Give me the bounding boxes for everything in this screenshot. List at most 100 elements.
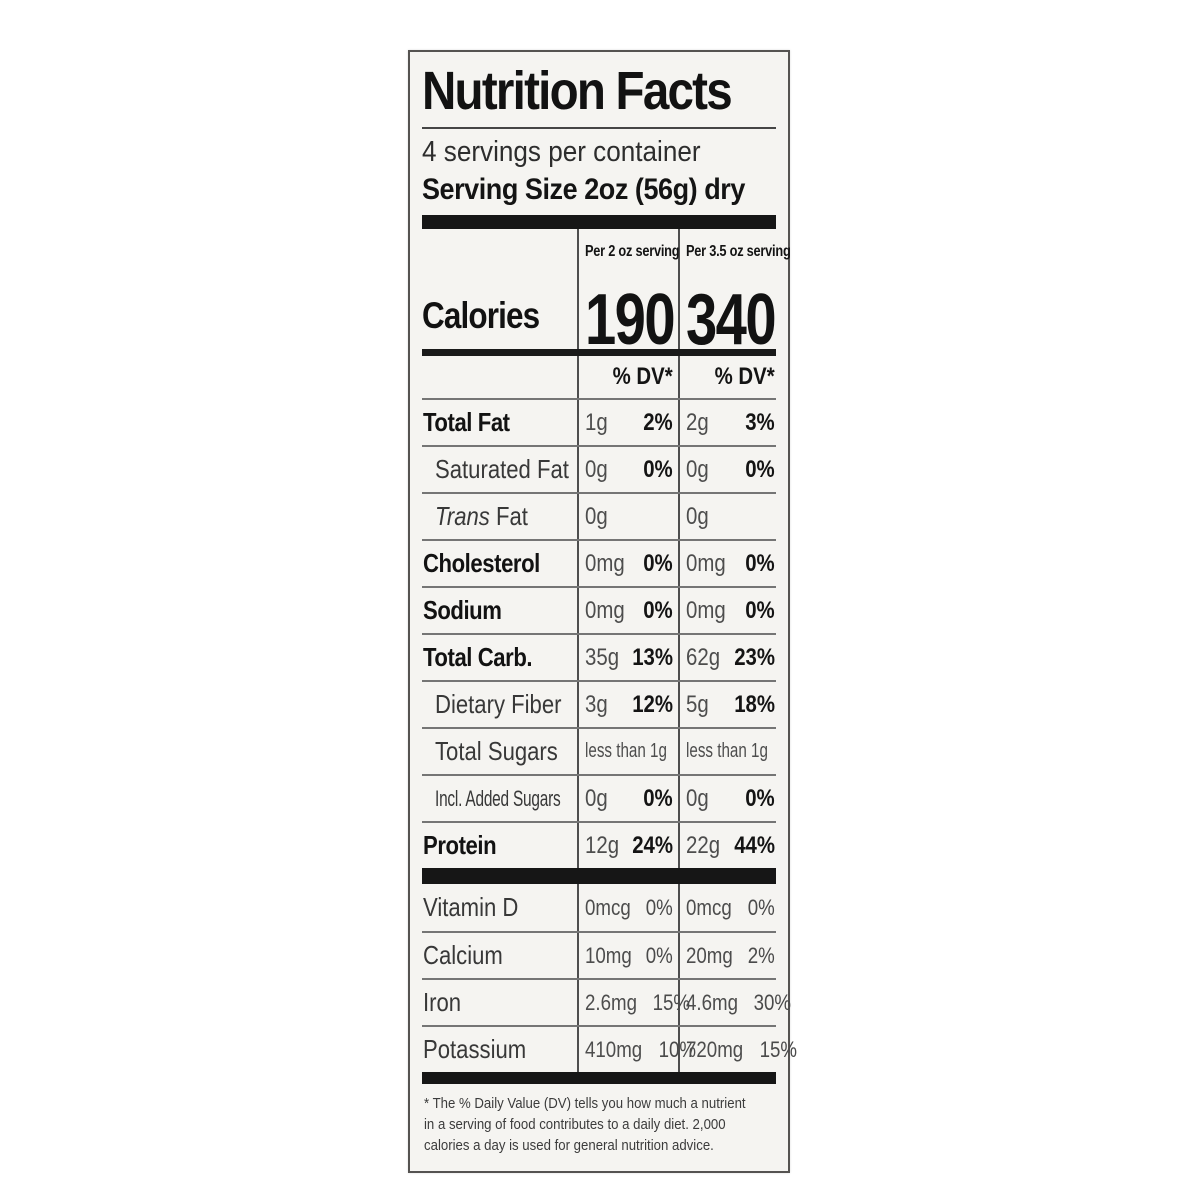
- dv-value: 0%: [745, 455, 775, 483]
- amount-value: 3g: [585, 690, 608, 718]
- nutrient-name: Iron: [423, 987, 462, 1018]
- serving-size: Serving Size 2oz (56g) dry: [422, 173, 745, 207]
- amount-value: 20mg: [686, 942, 733, 968]
- nutrient-row: Incl. Added Sugars 0g 0% 0g 0%: [422, 774, 776, 822]
- amount-value: 35g: [585, 643, 620, 671]
- calories-table: Per 2 oz serving Per 3.5 oz serving Calo…: [422, 229, 791, 356]
- amount-value: 720mg: [686, 1036, 744, 1062]
- dv-value: 0%: [747, 894, 775, 920]
- nutrient-name: Incl. Added Sugars: [435, 785, 561, 811]
- dv-value: 0%: [645, 942, 673, 968]
- nutrient-row: Calcium 10mg 0% 20mg 2%: [422, 931, 776, 979]
- dv-value: 15%: [759, 1036, 798, 1062]
- thick-separator-bottom: [422, 1072, 776, 1085]
- dv-header-row: % DV* % DV*: [422, 356, 776, 399]
- nutrient-row: Saturated Fat 0g 0% 0g 0%: [422, 445, 776, 493]
- nutrient-name: Potassium: [423, 1034, 527, 1065]
- dv-value: 12%: [632, 690, 673, 718]
- nutrient-row: Iron 2.6mg 15% 4.6mg 30%: [422, 978, 791, 1026]
- nutrient-row: Potassium 410mg 10% 720mg 15%: [422, 1025, 797, 1073]
- dv-value: 18%: [734, 690, 775, 718]
- nutrition-facts-label: Nutrition Facts 4 servings per container…: [408, 50, 797, 1174]
- label-header: Nutrition Facts 4 servings per container…: [410, 52, 788, 215]
- thick-separator-top: [422, 215, 776, 230]
- serving-column-header-1: Per 2 oz serving: [577, 229, 680, 264]
- nutrient-name: Trans Fat: [435, 501, 528, 532]
- nutrient-table: Total Fat 1g 2% 2g 3% Saturated Fat 0g 0% 0g 0% Tr…: [422, 398, 776, 869]
- calories-value-col2: 340: [678, 263, 780, 356]
- dv-value: 44%: [734, 831, 775, 859]
- amount-value: 0mg: [585, 549, 625, 577]
- dv-value: 24%: [632, 831, 674, 859]
- nutrient-name: Total Carb.: [423, 642, 533, 673]
- dv-value: 0%: [643, 784, 673, 812]
- amount-value: 0g: [585, 502, 608, 530]
- amount-value: 0g: [686, 502, 709, 530]
- nutrient-row: Total Carb. 35g 13% 62g 23%: [422, 633, 776, 681]
- vitamin-table: Vitamin D 0mcg 0% 0mcg 0% Calcium 10mg 0% 20mg 2%…: [422, 884, 797, 1073]
- servings-per-container: 4 servings per container: [422, 136, 701, 169]
- nutrient-name: Vitamin D: [423, 892, 519, 923]
- thick-separator-mid: [422, 868, 776, 885]
- nutrient-row: Sodium 0mg 0% 0mg 0%: [422, 586, 776, 634]
- dv-value: 0%: [643, 549, 673, 577]
- amount-value: 0mg: [686, 596, 726, 624]
- nutrient-name: Saturated Fat: [435, 454, 569, 485]
- footnote: * The % Daily Value (DV) tells you how m…: [410, 1084, 788, 1171]
- nutrient-name: Total Fat: [423, 407, 510, 438]
- label-title: Nutrition Facts: [422, 61, 733, 121]
- nutrient-name: Total Sugars: [435, 736, 558, 767]
- serving-column-header-2: Per 3.5 oz serving: [678, 229, 791, 264]
- dv-value: 0%: [643, 455, 673, 483]
- amount-value: 0g: [585, 455, 608, 483]
- nutrient-name: Calcium: [423, 940, 503, 971]
- nutrient-row: Dietary Fiber 3g 12% 5g 18%: [422, 680, 776, 728]
- amount-value: 0mg: [585, 596, 625, 624]
- amount-value: 62g: [686, 643, 721, 671]
- amount-value: 0mcg: [585, 894, 631, 920]
- amount-value: 4.6mg: [686, 989, 738, 1015]
- footnote-line: * The % Daily Value (DV) tells you how m…: [424, 1095, 746, 1113]
- amount-value: 1g: [585, 408, 608, 436]
- nutrient-row: Vitamin D 0mcg 0% 0mcg 0%: [422, 884, 776, 932]
- dv-value: 3%: [745, 408, 775, 436]
- calories-label: Calories: [422, 295, 540, 337]
- amount-value: 0g: [585, 784, 608, 812]
- nutrient-name: Cholesterol: [423, 548, 540, 579]
- calories-header-spacer: [422, 229, 577, 263]
- amount-value: 2.6mg: [585, 989, 637, 1015]
- dv-value: 0%: [745, 784, 775, 812]
- amount-value: 12g: [585, 831, 620, 859]
- amount-value: 2g: [686, 408, 709, 436]
- nutrient-row: Cholesterol 0mg 0% 0mg 0%: [422, 539, 776, 587]
- amount-value: 22g: [686, 831, 721, 859]
- dv-value: 2%: [747, 942, 775, 968]
- amount-value: 0mcg: [686, 894, 732, 920]
- nutrient-name: Protein: [423, 830, 497, 861]
- nutrient-name: Sodium: [423, 595, 502, 626]
- dv-value: 10%: [658, 1036, 697, 1062]
- amount-value: less than 1g: [686, 740, 768, 763]
- dv-value: 0%: [643, 596, 673, 624]
- dv-value: 0%: [745, 549, 775, 577]
- amount-value: 410mg: [585, 1036, 643, 1062]
- calories-divider: [422, 349, 776, 357]
- dv-value: 23%: [734, 643, 775, 671]
- amount-value: 0mg: [686, 549, 726, 577]
- dv-value: 30%: [753, 989, 792, 1015]
- dv-value: 0%: [745, 596, 775, 624]
- calories-value-col1: 190: [577, 263, 678, 356]
- nutrient-row: Trans Fat 0g 0g: [422, 492, 776, 540]
- dv-value: 15%: [652, 989, 691, 1015]
- dv-value: 0%: [645, 894, 673, 920]
- amount-value: 5g: [686, 690, 709, 718]
- footnote-line: in a serving of food contributes to a da…: [424, 1116, 726, 1134]
- nutrient-row: Total Sugars less than 1g less than 1g: [422, 727, 776, 775]
- amount-value: less than 1g: [585, 740, 667, 763]
- dv-value: 2%: [643, 408, 673, 436]
- title-divider: [422, 127, 776, 130]
- nutrient-row: Protein 12g 24% 22g 44%: [422, 821, 776, 869]
- dv-header-col1: % DV*: [577, 356, 678, 399]
- amount-value: 10mg: [585, 942, 632, 968]
